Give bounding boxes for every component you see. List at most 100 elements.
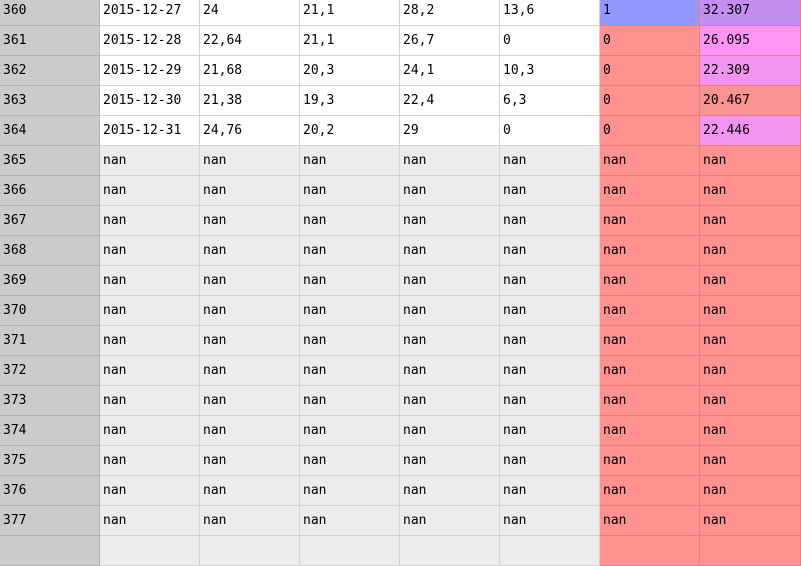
table-cell[interactable]: 2015-12-31	[100, 116, 200, 146]
table-cell[interactable]: 20.467	[700, 86, 801, 116]
table-cell[interactable]: nan	[400, 146, 500, 176]
table-cell[interactable]: nan	[200, 206, 300, 236]
row-index-header[interactable]: 366	[0, 176, 100, 206]
table-cell[interactable]: 0	[600, 86, 700, 116]
table-cell[interactable]: nan	[200, 356, 300, 386]
table-cell[interactable]: nan	[100, 296, 200, 326]
table-cell[interactable]: nan	[200, 296, 300, 326]
table-cell[interactable]: nan	[300, 476, 400, 506]
table-cell[interactable]: 24	[200, 0, 300, 26]
row-index-header[interactable]: 374	[0, 416, 100, 446]
table-cell[interactable]: 22.309	[700, 56, 801, 86]
table-cell[interactable]: 10,3	[500, 56, 600, 86]
table-cell[interactable]: nan	[600, 266, 700, 296]
row-index-header[interactable]: 365	[0, 146, 100, 176]
row-index-header[interactable]: 377	[0, 506, 100, 536]
table-cell[interactable]: 2015-12-27	[100, 0, 200, 26]
table-cell[interactable]: nan	[500, 236, 600, 266]
table-cell[interactable]: nan	[300, 506, 400, 536]
table-cell[interactable]: nan	[400, 476, 500, 506]
table-cell[interactable]: nan	[700, 146, 801, 176]
row-index-header[interactable]: 371	[0, 326, 100, 356]
row-index-header[interactable]: 361	[0, 26, 100, 56]
table-cell[interactable]: nan	[400, 236, 500, 266]
row-index-header[interactable]: 373	[0, 386, 100, 416]
table-cell[interactable]: nan	[200, 266, 300, 296]
row-index-header[interactable]: 372	[0, 356, 100, 386]
row-index-header[interactable]: 367	[0, 206, 100, 236]
table-cell[interactable]: nan	[500, 326, 600, 356]
table-cell[interactable]: nan	[300, 206, 400, 236]
table-cell[interactable]: nan	[500, 416, 600, 446]
table-cell[interactable]: nan	[700, 326, 801, 356]
row-index-header[interactable]: 368	[0, 236, 100, 266]
table-cell[interactable]: 28,2	[400, 0, 500, 26]
table-cell[interactable]: nan	[700, 266, 801, 296]
table-cell[interactable]: nan	[300, 446, 400, 476]
table-cell[interactable]: nan	[600, 446, 700, 476]
table-cell[interactable]: nan	[100, 236, 200, 266]
table-cell[interactable]: 0	[600, 116, 700, 146]
table-cell[interactable]: nan	[100, 386, 200, 416]
table-cell[interactable]: 26,7	[400, 26, 500, 56]
table-cell[interactable]: nan	[200, 446, 300, 476]
table-cell[interactable]: nan	[700, 506, 801, 536]
row-index-header[interactable]: 370	[0, 296, 100, 326]
row-index-header[interactable]: 362	[0, 56, 100, 86]
table-cell[interactable]: 24,76	[200, 116, 300, 146]
table-cell[interactable]: nan	[600, 386, 700, 416]
table-cell[interactable]: nan	[200, 236, 300, 266]
table-cell[interactable]: 1	[600, 0, 700, 26]
table-cell[interactable]: nan	[300, 146, 400, 176]
table-cell[interactable]: nan	[400, 416, 500, 446]
table-cell[interactable]: nan	[600, 206, 700, 236]
table-cell[interactable]: nan	[200, 176, 300, 206]
table-cell[interactable]: nan	[700, 296, 801, 326]
row-index-header[interactable]: 360	[0, 0, 100, 26]
table-cell[interactable]: nan	[300, 236, 400, 266]
table-cell[interactable]: 24,1	[400, 56, 500, 86]
table-cell[interactable]: nan	[500, 176, 600, 206]
table-cell[interactable]: 22,4	[400, 86, 500, 116]
table-cell[interactable]: 2015-12-30	[100, 86, 200, 116]
table-cell[interactable]: 6,3	[500, 86, 600, 116]
table-cell[interactable]: nan	[100, 206, 200, 236]
table-cell[interactable]: 21,38	[200, 86, 300, 116]
table-cell[interactable]: nan	[300, 326, 400, 356]
table-cell[interactable]: nan	[500, 296, 600, 326]
table-cell[interactable]: 21,1	[300, 26, 400, 56]
row-index-header[interactable]: 376	[0, 476, 100, 506]
table-cell[interactable]: nan	[700, 176, 801, 206]
table-cell[interactable]: 20,2	[300, 116, 400, 146]
table-cell[interactable]: nan	[200, 506, 300, 536]
table-cell[interactable]: 20,3	[300, 56, 400, 86]
table-cell[interactable]: nan	[400, 266, 500, 296]
table-cell[interactable]: 32.307	[700, 0, 801, 26]
table-cell[interactable]: nan	[600, 476, 700, 506]
table-cell[interactable]: nan	[600, 176, 700, 206]
table-cell[interactable]: nan	[500, 446, 600, 476]
table-cell[interactable]: nan	[400, 326, 500, 356]
row-index-header[interactable]: 364	[0, 116, 100, 146]
table-cell[interactable]: nan	[300, 296, 400, 326]
table-cell[interactable]: nan	[400, 446, 500, 476]
table-cell[interactable]: nan	[400, 206, 500, 236]
row-index-header[interactable]: 363	[0, 86, 100, 116]
table-cell[interactable]: nan	[500, 506, 600, 536]
table-cell[interactable]: nan	[300, 356, 400, 386]
table-cell[interactable]: 13,6	[500, 0, 600, 26]
row-index-header[interactable]: 369	[0, 266, 100, 296]
table-cell[interactable]: 21,68	[200, 56, 300, 86]
table-cell[interactable]: nan	[500, 266, 600, 296]
table-cell[interactable]: nan	[100, 446, 200, 476]
table-cell[interactable]: nan	[200, 146, 300, 176]
table-cell[interactable]: nan	[100, 356, 200, 386]
table-cell[interactable]: nan	[700, 476, 801, 506]
table-cell[interactable]: nan	[400, 356, 500, 386]
table-cell[interactable]: nan	[200, 326, 300, 356]
table-cell[interactable]: nan	[100, 266, 200, 296]
table-cell[interactable]: 0	[500, 116, 600, 146]
table-cell[interactable]: nan	[300, 386, 400, 416]
table-cell[interactable]: nan	[600, 326, 700, 356]
table-cell[interactable]: 2015-12-28	[100, 26, 200, 56]
